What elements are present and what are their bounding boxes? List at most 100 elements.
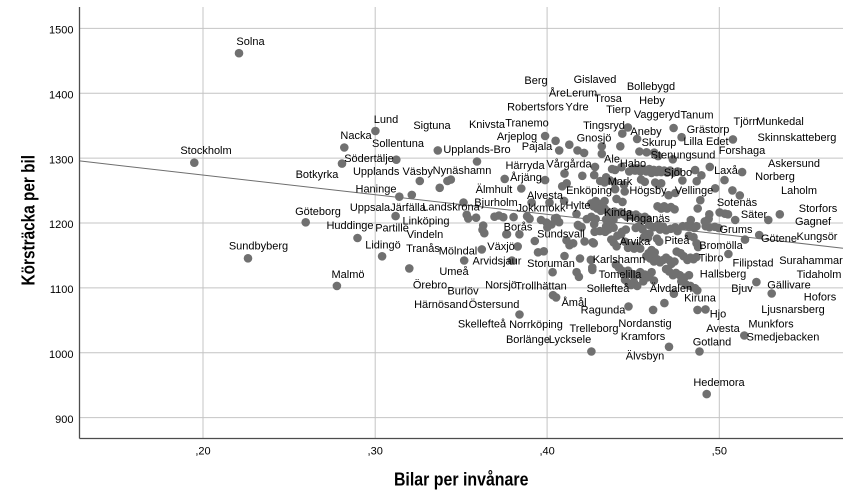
- svg-text:Hallsberg: Hallsberg: [700, 269, 746, 281]
- svg-text:Malmö: Malmö: [331, 269, 364, 281]
- svg-text:Arvidsjaur: Arvidsjaur: [473, 256, 522, 268]
- svg-text:Lycksele: Lycksele: [549, 334, 591, 346]
- svg-text:Landskrona: Landskrona: [422, 202, 480, 214]
- svg-text:Hjo: Hjo: [710, 309, 727, 321]
- svg-text:Burlöv: Burlöv: [447, 286, 479, 298]
- svg-text:Norsjö: Norsjö: [485, 280, 517, 292]
- svg-text:,20: ,20: [195, 446, 210, 458]
- svg-text:Sollentuna: Sollentuna: [372, 138, 425, 150]
- svg-text:Solna: Solna: [236, 36, 265, 48]
- svg-text:Borlänge: Borlänge: [506, 334, 550, 346]
- svg-text:Tjörn: Tjörn: [733, 116, 758, 128]
- svg-text:Avesta: Avesta: [706, 323, 740, 335]
- svg-text:Tibro: Tibro: [699, 253, 724, 265]
- svg-text:Stockholm: Stockholm: [180, 145, 231, 157]
- svg-text:Växjö: Växjö: [487, 241, 515, 253]
- svg-text:Järfälla: Järfälla: [390, 202, 426, 214]
- svg-text:Laholm: Laholm: [781, 185, 817, 197]
- svg-text:1300: 1300: [49, 154, 73, 166]
- svg-text:Hylte: Hylte: [565, 200, 590, 212]
- svg-text:Heby: Heby: [639, 95, 665, 107]
- svg-text:Uppsala: Uppsala: [350, 202, 391, 214]
- svg-text:Vellinge: Vellinge: [675, 185, 714, 197]
- svg-text:Enköping: Enköping: [566, 185, 612, 197]
- svg-text:Högsby: Högsby: [629, 185, 667, 197]
- svg-text:Örebro: Örebro: [413, 280, 447, 292]
- svg-text:Bjurholm: Bjurholm: [474, 197, 517, 209]
- svg-text:Bilar per invånare: Bilar per invånare: [394, 469, 529, 490]
- svg-text:Södertälje: Södertälje: [344, 153, 394, 165]
- svg-text:Botkyrka: Botkyrka: [296, 169, 340, 181]
- svg-text:Sundsvall: Sundsvall: [537, 229, 585, 241]
- svg-text:Årjäng: Årjäng: [510, 171, 542, 184]
- svg-text:Gotland: Gotland: [693, 337, 732, 349]
- svg-text:,50: ,50: [712, 446, 727, 458]
- svg-text:Mark: Mark: [608, 176, 633, 188]
- svg-text:Bromölla: Bromölla: [699, 240, 743, 252]
- svg-text:Trosa: Trosa: [594, 93, 623, 105]
- svg-text:Askersund: Askersund: [768, 158, 820, 170]
- svg-text:Sotenäs: Sotenäs: [717, 197, 758, 209]
- svg-text:Hedemora: Hedemora: [693, 377, 745, 389]
- svg-text:Storfors: Storfors: [799, 203, 838, 215]
- svg-text:Norrköping: Norrköping: [509, 319, 563, 331]
- svg-text:Huddinge: Huddinge: [326, 220, 373, 232]
- svg-text:Göteborg: Göteborg: [295, 206, 341, 218]
- svg-text:Gällivare: Gällivare: [767, 280, 810, 292]
- svg-text:Härryda: Härryda: [505, 160, 545, 172]
- svg-text:1400: 1400: [49, 90, 73, 102]
- svg-text:1100: 1100: [50, 284, 74, 296]
- svg-text:Kramfors: Kramfors: [621, 331, 666, 343]
- svg-text:Säter: Säter: [741, 209, 768, 221]
- svg-text:Nynäshamn: Nynäshamn: [433, 165, 492, 177]
- svg-text:Götene: Götene: [761, 233, 797, 245]
- svg-text:Ydre: Ydre: [565, 102, 588, 114]
- svg-text:Alvesta: Alvesta: [527, 190, 564, 202]
- svg-text:1500: 1500: [49, 25, 73, 37]
- svg-text:Aneby: Aneby: [630, 126, 662, 138]
- svg-text:Haninge: Haninge: [356, 184, 397, 196]
- svg-text:Skurup: Skurup: [642, 137, 677, 149]
- svg-text:Skellefteå: Skellefteå: [458, 319, 507, 331]
- svg-text:Arjeplog: Arjeplog: [497, 131, 537, 143]
- svg-text:Pajala: Pajala: [522, 141, 553, 153]
- svg-text:Ale: Ale: [604, 154, 620, 166]
- svg-text:Höganäs: Höganäs: [626, 213, 671, 225]
- svg-text:Storuman: Storuman: [527, 258, 575, 270]
- svg-text:Ljusnarsberg: Ljusnarsberg: [761, 304, 825, 316]
- svg-text:Älmhult: Älmhult: [476, 184, 513, 196]
- svg-text:Umeå: Umeå: [439, 266, 469, 278]
- svg-text:Vaggeryd: Vaggeryd: [634, 109, 680, 121]
- svg-text:ÅreLerum: ÅreLerum: [549, 87, 597, 100]
- svg-text:Lund: Lund: [374, 114, 398, 126]
- svg-text:Jokkmokk: Jokkmokk: [517, 203, 566, 215]
- svg-text:Robertsfors: Robertsfors: [507, 102, 564, 114]
- svg-text:Östersund: Östersund: [469, 299, 520, 311]
- svg-text:Tierp: Tierp: [606, 104, 631, 116]
- svg-text:1000: 1000: [49, 349, 73, 361]
- svg-text:Sigtuna: Sigtuna: [413, 120, 451, 132]
- svg-text:Tranås: Tranås: [406, 243, 440, 255]
- svg-text:Tidaholm: Tidaholm: [797, 269, 842, 281]
- svg-text:Upplands Väsby: Upplands Väsby: [353, 166, 434, 178]
- svg-text:Älvsbyn: Älvsbyn: [626, 351, 665, 363]
- svg-text:Bollebygd: Bollebygd: [627, 81, 675, 93]
- svg-text:Munkedal: Munkedal: [756, 116, 804, 128]
- svg-text:Surahammar: Surahammar: [779, 255, 843, 267]
- svg-text:Tingsryd: Tingsryd: [583, 120, 625, 132]
- svg-text:Ragunda: Ragunda: [581, 305, 627, 317]
- svg-text:Åmål: Åmål: [561, 296, 586, 309]
- svg-text:Upplands-Bro: Upplands-Bro: [443, 144, 510, 156]
- svg-text:Borås: Borås: [504, 222, 533, 234]
- svg-text:Körsträcka per bil: Körsträcka per bil: [17, 155, 38, 286]
- svg-text:Tomelilla: Tomelilla: [599, 269, 643, 281]
- svg-text:Lidingö: Lidingö: [365, 240, 400, 252]
- svg-text:,30: ,30: [368, 446, 383, 458]
- svg-text:Knivsta: Knivsta: [469, 119, 506, 131]
- svg-text:Skinnskatteberg: Skinnskatteberg: [758, 132, 837, 144]
- svg-text:Filipstad: Filipstad: [733, 258, 774, 270]
- svg-text:Partille: Partille: [375, 223, 409, 235]
- svg-text:Hofors: Hofors: [804, 292, 837, 304]
- svg-text:Vårgårda: Vårgårda: [546, 159, 592, 171]
- svg-text:Gagnef: Gagnef: [795, 216, 832, 228]
